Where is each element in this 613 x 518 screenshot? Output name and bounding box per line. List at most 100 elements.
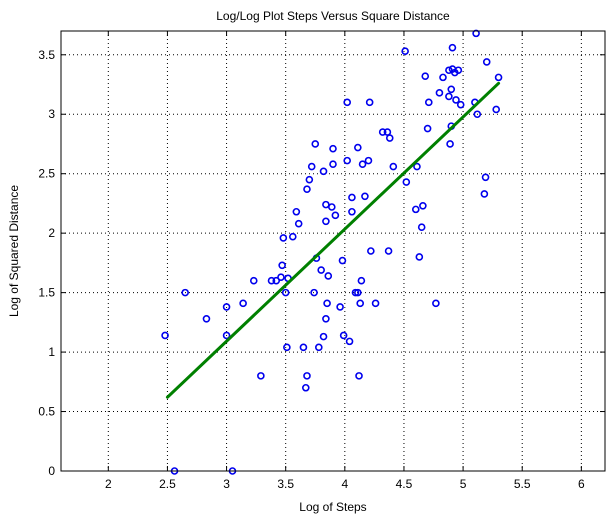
data-point [222,303,231,311]
x-tick-label: 2.5 [159,477,176,491]
data-point [384,247,393,255]
data-point [336,303,344,311]
data-point [202,314,211,323]
x-axis-label: Log of Steps [299,500,366,514]
data-point [294,219,303,228]
y-tick-label: 2 [48,226,55,240]
data-point [357,276,366,285]
data-point [305,175,314,184]
data-point [423,124,432,133]
data-point [411,205,420,214]
data-point [445,92,453,101]
data-point [389,162,398,171]
y-tick-label: 3 [48,107,55,121]
x-tick-label: 4 [341,477,348,491]
y-tick-label: 1.5 [38,286,55,300]
data-point [317,266,325,274]
data-point [329,144,337,153]
y-tick-label: 0.5 [38,405,55,419]
data-point [292,207,301,216]
data-point [421,72,430,80]
data-point [329,160,337,168]
fit-line [165,81,501,399]
data-point [331,211,340,220]
data-point [319,332,328,341]
data-point [348,207,356,216]
data-point [249,276,258,285]
data-point [328,203,336,211]
data-point [272,276,281,285]
x-tick-label: 5 [460,477,467,491]
data-point [307,162,316,171]
y-tick-label: 3.5 [38,48,55,62]
data-point [413,162,421,171]
data-point [364,156,373,165]
data-point [354,288,362,297]
x-tick-label: 5.5 [514,477,531,491]
data-point [345,337,354,346]
ticks: 2 2.5 3 3.5 4 4.5 5 5.5 6 0 0.5 1 1.5 2 2.5 3 3.5 [38,31,605,491]
grid [61,31,605,472]
chart-title: Log/Log Plot Steps Versus Square Distanc… [216,9,450,23]
data-point [354,143,362,152]
data-point [277,273,285,281]
data-point [378,128,387,136]
data-point [301,383,310,392]
data-point [161,331,169,340]
data-point [299,343,308,352]
data-point [324,272,333,280]
x-tick-label: 2 [105,477,112,491]
data-point [365,98,374,107]
data-point [435,89,444,97]
data-point [311,140,320,148]
y-axis-label: Log of Squared Distance [7,185,21,317]
data-point [181,288,189,297]
data-point [371,299,380,308]
data-point [358,160,367,168]
x-tick-label: 3.5 [277,477,294,491]
data-point [439,73,447,82]
data-point [448,43,457,52]
data-point [279,234,288,242]
data-point [482,58,491,66]
data-point [322,217,330,226]
data-point [480,190,489,198]
data-point [239,299,247,308]
data-point [283,343,291,352]
data-point [281,288,290,297]
data-point [322,200,330,209]
data-point [338,256,347,265]
x-tick-label: 6 [578,477,585,491]
y-tick-label: 0 [48,464,55,478]
data-point [419,202,427,210]
data-point [343,98,351,107]
data-point [348,193,356,202]
data-point [355,372,363,380]
data-point [385,134,394,142]
data-point [339,331,348,340]
data-point [361,192,369,201]
data-point [267,276,276,285]
data-point [319,167,328,176]
axes-frame [60,30,606,472]
data-point [492,105,501,114]
data-point [432,299,440,308]
data-point [310,288,318,297]
data-point [401,47,409,56]
y-tick-label: 1 [48,345,55,359]
data-point [303,185,311,193]
data-point [356,299,365,308]
data-point [343,156,351,165]
data-point [447,85,456,94]
data-point [278,261,286,270]
data-point [454,66,463,75]
data-point [456,100,465,109]
data-point [351,288,360,297]
data-point [415,253,424,261]
data-point [288,232,297,241]
data-point [424,98,433,107]
data-point [323,299,331,308]
data-point [402,178,411,186]
data-point [315,343,323,352]
